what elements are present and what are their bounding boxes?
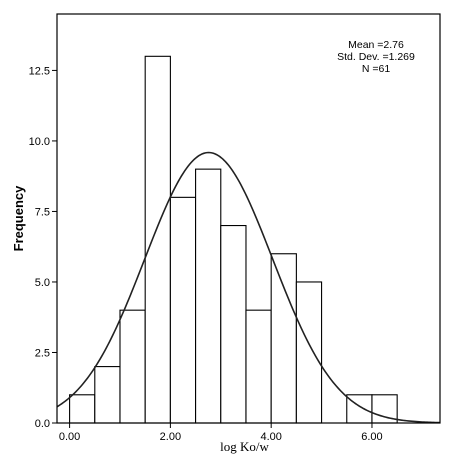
histogram-bar bbox=[220, 225, 247, 424]
stats-box: Mean =2.76 Std. Dev. =1.269 N =61 bbox=[337, 39, 415, 75]
y-tick-label: 2.5 bbox=[35, 347, 50, 359]
x-axis: 0.00 2.00 4.00 6.00 bbox=[59, 423, 383, 443]
y-axis: 0.0 2.5 5.0 7.5 10.0 12.5 bbox=[29, 65, 57, 430]
stats-mean: Mean =2.76 bbox=[348, 39, 404, 51]
plot-area bbox=[56, 13, 441, 424]
y-tick-label: 10.0 bbox=[29, 136, 50, 148]
histogram-bar bbox=[94, 366, 121, 424]
histogram-bar bbox=[270, 253, 297, 424]
histogram-bar bbox=[69, 394, 96, 424]
x-axis-label: log Ko/w bbox=[220, 439, 269, 454]
plot-frame bbox=[56, 13, 441, 424]
stats-std-dev: Std. Dev. =1.269 bbox=[337, 51, 415, 63]
x-tick-label: 2.00 bbox=[160, 431, 181, 443]
histogram-bar bbox=[295, 281, 323, 424]
y-tick-label: 5.0 bbox=[35, 277, 50, 289]
normal-curve bbox=[56, 151, 441, 424]
y-tick-label: 12.5 bbox=[29, 65, 50, 77]
x-tick-label: 0.00 bbox=[59, 431, 80, 443]
y-axis-label: Frequency bbox=[11, 185, 26, 252]
histogram-bar bbox=[119, 309, 146, 424]
histogram-bar bbox=[169, 196, 197, 424]
histogram-bar bbox=[195, 168, 222, 424]
histogram-bar bbox=[144, 55, 171, 424]
histogram-bar bbox=[245, 309, 272, 424]
x-tick-label: 6.00 bbox=[361, 431, 382, 443]
y-tick-label: 0.0 bbox=[35, 418, 50, 430]
bars bbox=[69, 55, 398, 424]
y-tick-label: 7.5 bbox=[35, 206, 50, 218]
stats-n: N =61 bbox=[362, 63, 390, 75]
x-tick-label: 4.00 bbox=[260, 431, 281, 443]
